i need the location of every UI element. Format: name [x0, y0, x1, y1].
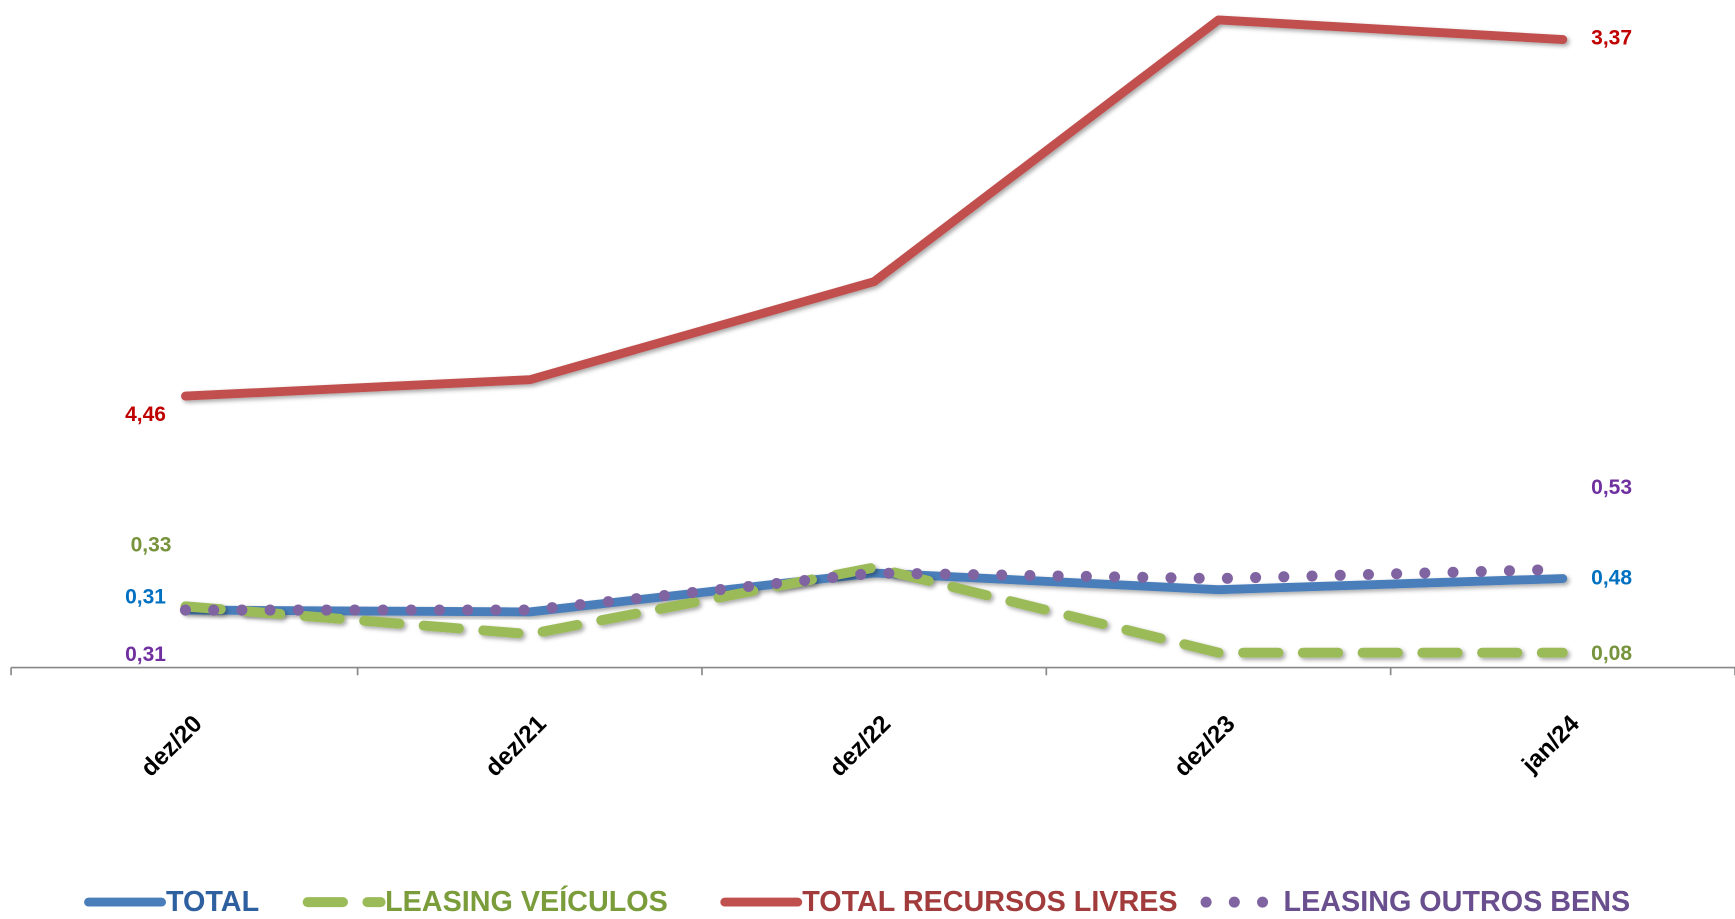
- series-line: [180, 562, 1568, 658]
- x-tick-label: dez/20: [136, 710, 208, 782]
- data-label: 3,37: [1591, 27, 1632, 50]
- x-tick-label: dez/23: [1169, 710, 1241, 782]
- data-label: 0,33: [131, 533, 172, 556]
- data-label: 0,31: [125, 643, 166, 666]
- x-tick-label: jan/24: [1516, 710, 1585, 779]
- data-label: 0,08: [1591, 642, 1632, 665]
- legend-label: LEASING OUTROS BENS: [1284, 886, 1631, 918]
- legend-label: LEASING VEÍCULOS: [385, 884, 668, 918]
- legend-label: TOTAL: [166, 886, 259, 918]
- legend-label: TOTAL RECURSOS LIVRES: [802, 886, 1177, 918]
- data-label: 0,48: [1591, 567, 1632, 590]
- x-tick-label: dez/22: [825, 710, 897, 782]
- data-label: 4,46: [125, 403, 166, 426]
- data-label: 0,53: [1591, 476, 1632, 499]
- series-line: [179, 563, 1569, 616]
- series-line: [181, 15, 1568, 401]
- data-label: 0,31: [125, 585, 166, 608]
- series-line: [181, 568, 1568, 617]
- x-tick-label: dez/21: [480, 710, 552, 782]
